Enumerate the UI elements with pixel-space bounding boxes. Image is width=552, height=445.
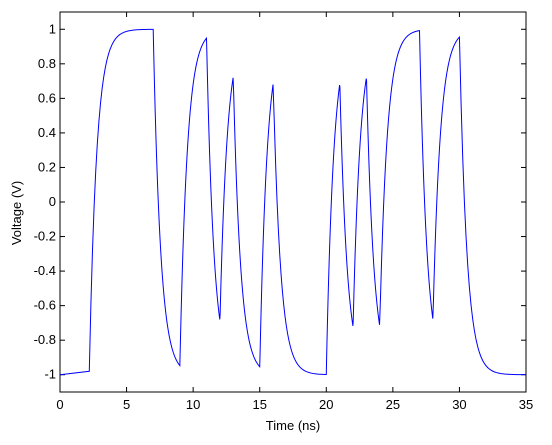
x-axis-label: Time (ns) (266, 418, 320, 433)
y-tick-label: -0.2 (34, 229, 56, 244)
y-axis-label: Voltage (V) (9, 181, 24, 245)
x-tick-label: 15 (252, 397, 266, 412)
y-tick-label: 0.4 (38, 125, 56, 140)
x-tick-label: 0 (56, 397, 63, 412)
plot-area (59, 11, 527, 393)
x-tick-label: 35 (519, 397, 533, 412)
y-tick-label: -0.8 (34, 332, 56, 347)
x-tick-label: 30 (452, 397, 466, 412)
y-tick-label: 0.6 (38, 90, 56, 105)
voltage-series-line (59, 28, 527, 376)
y-tick-label: 0.8 (38, 56, 56, 71)
x-tick-label: 10 (186, 397, 200, 412)
x-tick-label: 5 (123, 397, 130, 412)
y-tick-label: 0 (49, 194, 56, 209)
y-tick-label: -0.6 (34, 298, 56, 313)
x-tick-label: 20 (319, 397, 333, 412)
series-layer (59, 28, 527, 376)
axis-ticks: 0 5 10 15 20 25 30 35 1 0.8 0.6 0.4 0.2 0 -0.2 -0.4 -0.6… (34, 12, 533, 412)
y-tick-label: 0.2 (38, 159, 56, 174)
y-tick-label: -1 (44, 367, 56, 382)
x-tick-label: 25 (386, 397, 400, 412)
y-tick-label: -0.4 (34, 263, 56, 278)
y-tick-label: 1 (49, 21, 56, 36)
